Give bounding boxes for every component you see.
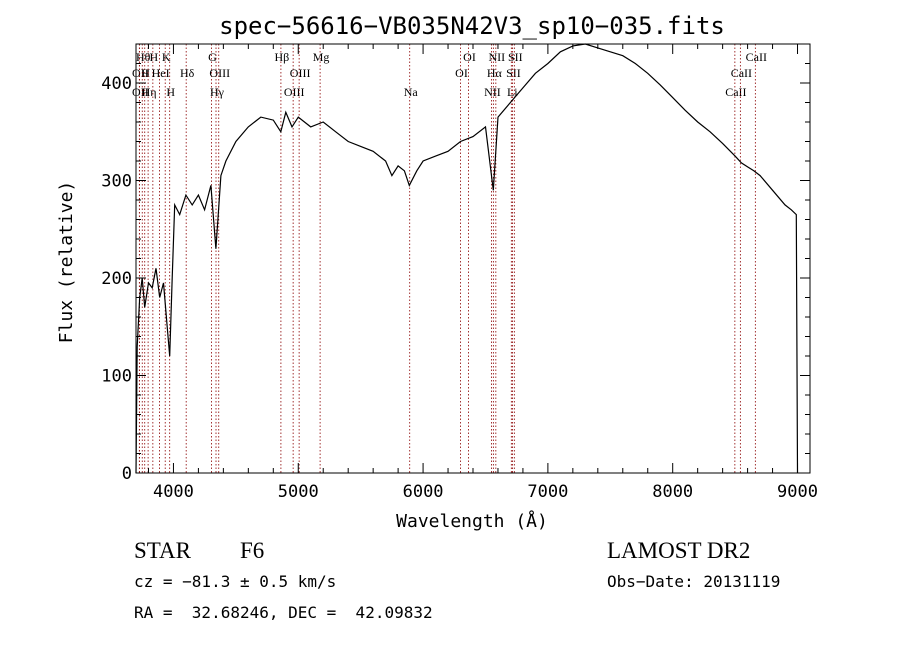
line-marker-label: Hγ [210,85,225,99]
y-tick-label: 300 [101,172,132,192]
line-marker-label: Li [507,85,518,99]
object-class: STAR [134,538,191,563]
x-axis-label: Wavelength (Å) [396,510,548,532]
line-marker-label: CaII [725,85,746,99]
line-marker-label: Hβ [275,50,290,64]
obs-date-text: Obs−Date: 20131119 [607,572,781,591]
line-marker-label: Hη [142,85,157,99]
x-tick-label: 9000 [777,482,818,502]
line-markers: OIIOIIHθHHηHHeIKHHδGHγOIIIHβOIIIOIIIMgNa… [132,44,767,473]
line-marker-label: NII [489,50,506,64]
line-marker-label: Mg [313,50,330,64]
y-tick-label: 200 [101,269,132,289]
line-marker-label: SII [506,66,521,80]
line-marker-label: G [208,50,217,64]
survey-name: LAMOST DR2 [607,538,751,563]
line-marker-label: Hα [487,66,503,80]
line-marker-label: CaII [746,50,767,64]
line-marker-label: OI [455,66,468,80]
y-axis-label: Flux (relative) [56,181,77,344]
coordinates-text: RA = 32.68246, DEC = 42.09832 [134,603,433,622]
line-marker-label: SII [508,50,523,64]
line-marker-label: NII [484,85,501,99]
redshift-text: cz = −81.3 ± 0.5 km/s [134,572,337,591]
plot-area [135,43,799,474]
line-marker-label: OIII [290,66,311,80]
line-marker-label: Hθ [136,50,151,64]
line-marker-label: H [141,66,150,80]
line-marker-label: OIII [284,85,305,99]
line-marker-label: CaII [731,66,752,80]
line-marker-label: HeI [152,66,170,80]
x-tick-label: 5000 [278,482,319,502]
axes: 4000 5000 6000 7000 8000 9000 0 100 200 300 400 [101,43,818,502]
spectrum-line [135,43,799,474]
x-tick-label: 4000 [153,482,194,502]
line-marker-label: Na [404,85,419,99]
plot-frame [135,43,811,474]
line-marker-label: OI [463,50,476,64]
y-tick-label: 100 [101,367,132,387]
object-subclass: F6 [240,538,265,563]
line-marker-label: Hδ [180,66,195,80]
y-tick-label: 0 [122,464,132,484]
line-marker-label: K [162,50,171,64]
x-tick-label: 8000 [652,482,693,502]
line-marker-label: H [166,85,175,99]
chart-title: spec−56616−VB035N42V3_sp10−035.fits [219,12,725,40]
line-marker-label: OIII [209,66,230,80]
line-marker-label: H [150,50,159,64]
y-tick-label: 400 [101,74,132,94]
x-tick-label: 7000 [527,482,568,502]
x-tick-label: 6000 [403,482,444,502]
